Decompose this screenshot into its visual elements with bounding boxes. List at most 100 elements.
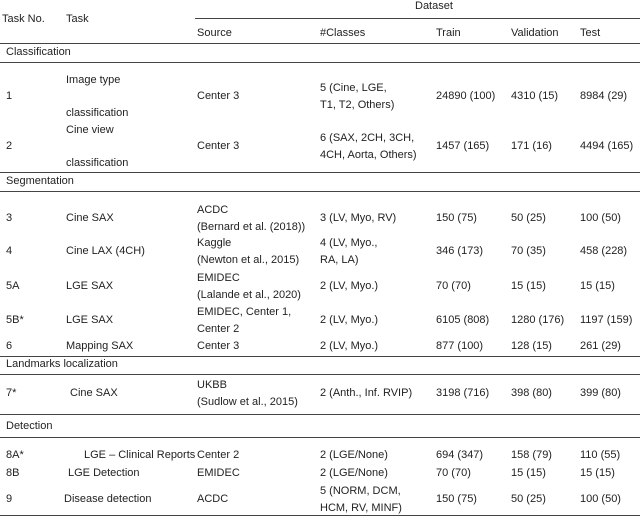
test: 100 (50) xyxy=(580,493,621,505)
rule xyxy=(0,172,640,173)
train: 24890 (100) xyxy=(436,90,496,102)
validation: 128 (15) xyxy=(511,340,552,352)
task-no: 8B xyxy=(6,467,20,479)
source: UKBB xyxy=(197,378,227,391)
test: 399 (80) xyxy=(580,387,621,399)
train: 70 (70) xyxy=(436,467,471,479)
source: EMIDEC xyxy=(197,271,240,284)
source: Center 3 xyxy=(197,340,240,352)
task: Cine view xyxy=(66,123,114,136)
classes: 5 (NORM, DCM, xyxy=(320,484,401,497)
validation: 398 (80) xyxy=(511,387,552,399)
source: (Newton et al., 2015) xyxy=(197,253,300,266)
classes: 2 (LGE/None) xyxy=(320,449,388,461)
rule xyxy=(0,437,640,438)
section-title: Segmentation xyxy=(6,175,74,187)
task: Cine SAX xyxy=(66,212,114,224)
header-cell: Train xyxy=(436,27,461,39)
rule xyxy=(0,191,640,192)
source: EMIDEC xyxy=(197,467,240,479)
task-no: 3 xyxy=(6,212,13,224)
train: 70 (70) xyxy=(436,280,471,292)
train: 877 (100) xyxy=(436,340,484,352)
validation: 1280 (176) xyxy=(511,314,565,326)
train: 150 (75) xyxy=(436,212,477,224)
header-cell: Test xyxy=(580,27,601,39)
test: 15 (15) xyxy=(580,280,615,292)
section-title: Detection xyxy=(6,420,53,432)
task: Image type xyxy=(66,73,121,86)
task-no: 1 xyxy=(6,90,13,102)
task-no: 7* xyxy=(6,387,17,399)
task: LGE SAX xyxy=(66,314,114,326)
source: (Bernard et al. (2018)) xyxy=(197,220,306,233)
classes: RA, LA) xyxy=(320,253,359,266)
classes: 5 (Cine, LGE, xyxy=(320,81,387,94)
task-no: 2 xyxy=(6,140,13,152)
rule xyxy=(0,43,640,44)
task: LGE SAX xyxy=(66,280,114,292)
train: 346 (173) xyxy=(436,245,484,257)
classes: HCM, RV, MINF) xyxy=(320,501,402,514)
task-no: 9 xyxy=(6,493,13,505)
train: 1457 (165) xyxy=(436,140,490,152)
test: 1197 (159) xyxy=(580,314,633,326)
header-cell: Task xyxy=(66,13,89,25)
train: 6105 (808) xyxy=(436,314,490,326)
rule xyxy=(0,414,640,415)
classes: 2 (LV, Myo.) xyxy=(320,340,379,352)
section-title: Landmarks localization xyxy=(6,358,118,370)
classes: 2 (LGE/None) xyxy=(320,467,388,479)
source: ACDC xyxy=(197,203,229,216)
rule xyxy=(195,18,640,19)
train: 150 (75) xyxy=(436,493,477,505)
test: 100 (50) xyxy=(580,212,621,224)
classes: 4 (LV, Myo., xyxy=(320,236,378,249)
task-no: 6 xyxy=(6,340,13,352)
test: 4494 (165) xyxy=(580,140,634,152)
source: Center 3 xyxy=(197,90,240,102)
task-no: 8A* xyxy=(6,449,24,461)
task: Disease detection xyxy=(64,493,152,505)
header-cell: Validation xyxy=(511,27,559,39)
task: LGE Detection xyxy=(68,467,140,479)
source: Center 2 xyxy=(197,449,240,461)
header-cell: Task No. xyxy=(2,13,45,25)
source: Center 3 xyxy=(197,140,240,152)
header-cell: #Classes xyxy=(320,27,366,39)
task: classification xyxy=(66,156,129,169)
rule xyxy=(0,374,640,375)
source: (Sudlow et al., 2015) xyxy=(197,395,298,408)
source: ACDC xyxy=(197,493,229,505)
source: EMIDEC, Center 1, xyxy=(197,305,292,318)
validation: 4310 (15) xyxy=(511,90,559,102)
task: classification xyxy=(66,106,129,119)
validation: 15 (15) xyxy=(511,467,546,479)
source: Kaggle xyxy=(197,236,232,249)
source: Center 2 xyxy=(197,322,240,335)
validation: 70 (35) xyxy=(511,245,546,257)
test: 110 (55) xyxy=(580,449,621,461)
task: Cine SAX xyxy=(70,387,118,399)
test: 15 (15) xyxy=(580,467,615,479)
classes: 2 (LV, Myo.) xyxy=(320,280,379,292)
validation: 171 (16) xyxy=(511,140,552,152)
classes: T1, T2, Others) xyxy=(320,98,395,111)
rule xyxy=(0,356,640,357)
classes: 6 (SAX, 2CH, 3CH, xyxy=(320,131,415,144)
train: 3198 (716) xyxy=(436,387,490,399)
train: 694 (347) xyxy=(436,449,484,461)
test: 261 (29) xyxy=(580,340,621,352)
test: 458 (228) xyxy=(580,245,628,257)
test: 8984 (29) xyxy=(580,90,628,102)
header-cell: Source xyxy=(197,27,232,39)
validation: 15 (15) xyxy=(511,280,546,292)
classes: 2 (Anth., Inf. RVIP) xyxy=(320,387,413,399)
classes: 3 (LV, Myo, RV) xyxy=(320,212,397,224)
source: (Lalande et al., 2020) xyxy=(197,288,301,301)
validation: 158 (79) xyxy=(511,449,552,461)
task: LGE – Clinical Reports xyxy=(84,449,196,461)
classes: 2 (LV, Myo.) xyxy=(320,314,379,326)
task-no: 4 xyxy=(6,245,13,257)
rule xyxy=(0,62,640,63)
